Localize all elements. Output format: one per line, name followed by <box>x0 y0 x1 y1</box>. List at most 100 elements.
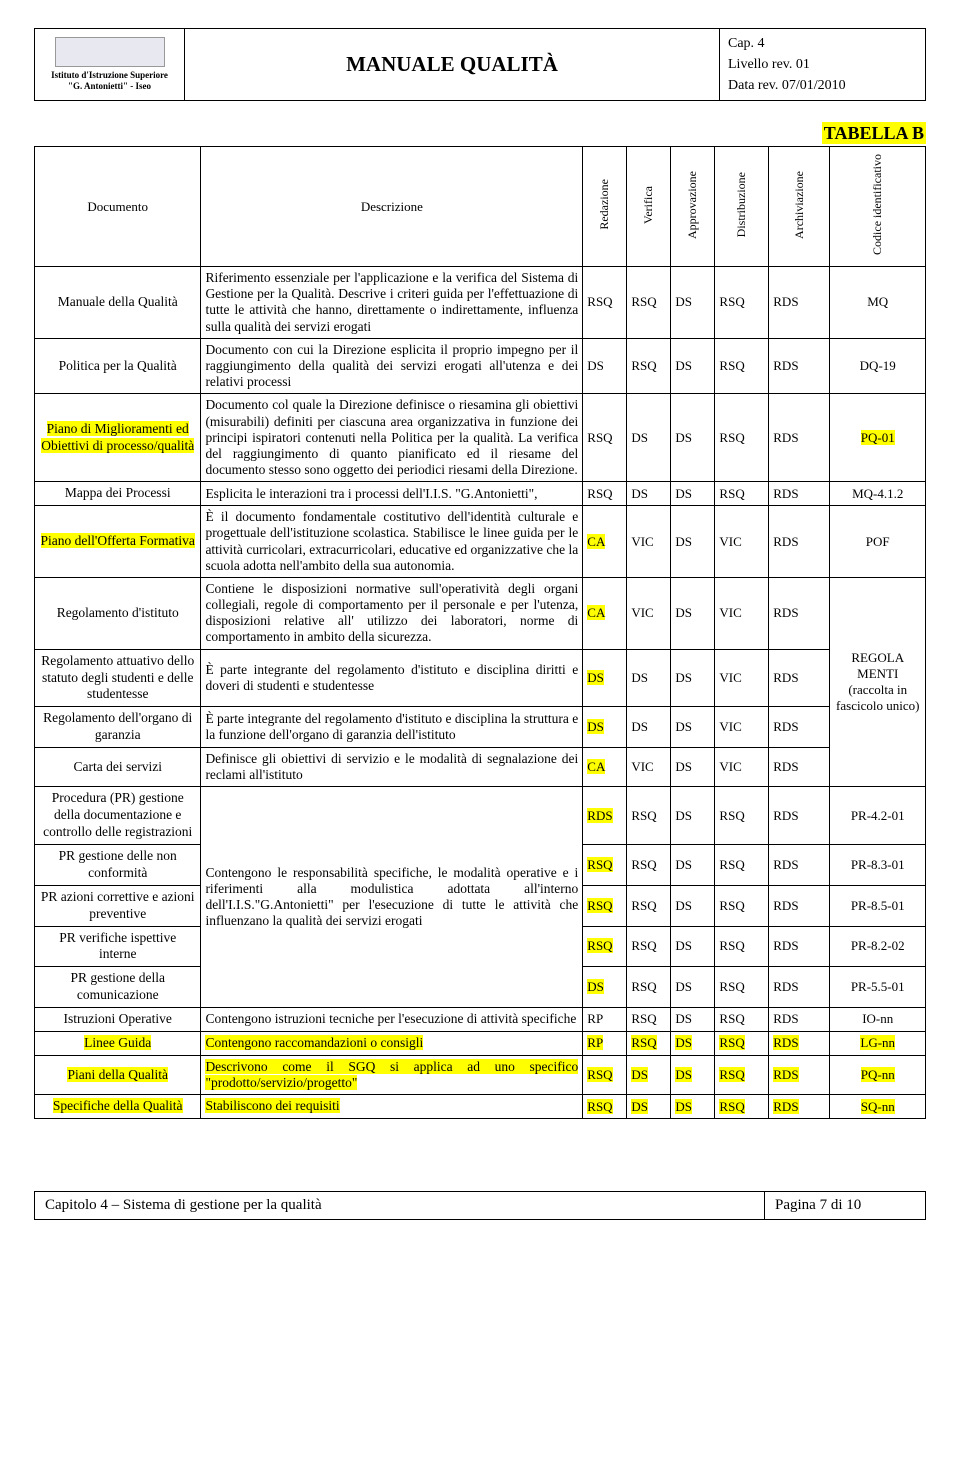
tabella-b-text: TABELLA B <box>822 122 926 144</box>
table-cell: DS <box>627 394 671 482</box>
desc-cell: Definisce gli obiettivi di servizio e le… <box>201 748 583 787</box>
table-cell: DS <box>583 649 627 707</box>
table-row: Procedura (PR) gestione della documentaz… <box>35 787 926 845</box>
doc-cell: Linee Guida <box>35 1031 201 1055</box>
table-cell: RSQ <box>627 338 671 394</box>
table-cell: PR-8.3-01 <box>830 845 926 886</box>
table-header-row: Documento Descrizione Redazione Verifica… <box>35 147 926 267</box>
table-cell: RDS <box>769 482 830 506</box>
table-cell: DS <box>671 845 715 886</box>
col-redazione-text: Redazione <box>597 179 612 230</box>
table-cell: RSQ <box>715 1055 769 1094</box>
table-cell: IO-nn <box>830 1008 926 1032</box>
table-cell: DS <box>671 338 715 394</box>
table-body: Manuale della QualitàRiferimento essenzi… <box>35 267 926 1119</box>
table-cell: RSQ <box>627 845 671 886</box>
doc-cell: Piano dell'Offerta Formativa <box>35 506 201 578</box>
table-cell: MQ-4.1.2 <box>830 482 926 506</box>
table-cell: DS <box>671 707 715 748</box>
doc-cell: Piano di Miglioramenti ed Obiettivi di p… <box>35 394 201 482</box>
doc-cell: Regolamento dell'organo di garanzia <box>35 707 201 748</box>
footer-left: Capitolo 4 – Sistema di gestione per la … <box>35 1192 765 1219</box>
table-row: Istruzioni OperativeContengono istruzion… <box>35 1008 926 1032</box>
page-footer: Capitolo 4 – Sistema di gestione per la … <box>34 1191 926 1220</box>
desc-cell: Documento col quale la Direzione definis… <box>201 394 583 482</box>
table-cell: RSQ <box>715 267 769 339</box>
doc-cell: Politica per la Qualità <box>35 338 201 394</box>
table-cell: LG-nn <box>830 1031 926 1055</box>
table-cell: PQ-01 <box>830 394 926 482</box>
doc-cell: PR gestione della comunicazione <box>35 967 201 1008</box>
table-row: Linee GuidaContengono raccomandazioni o … <box>35 1031 926 1055</box>
col-codice: Codice identificativo <box>830 147 926 267</box>
table-cell: DQ-19 <box>830 338 926 394</box>
desc-cell: Riferimento essenziale per l'applicazion… <box>201 267 583 339</box>
table-cell: VIC <box>715 649 769 707</box>
table-cell: RDS <box>769 787 830 845</box>
table-cell: RDS <box>769 577 830 649</box>
table-cell: RP <box>583 1008 627 1032</box>
table-cell: PR-4.2-01 <box>830 787 926 845</box>
table-cell: PR-5.5-01 <box>830 967 926 1008</box>
desc-cell: È il documento fondamentale costitutivo … <box>201 506 583 578</box>
table-cell: VIC <box>715 577 769 649</box>
table-cell: RSQ <box>715 845 769 886</box>
desc-cell: Esplicita le interazioni tra i processi … <box>201 482 583 506</box>
table-cell: CA <box>583 506 627 578</box>
table-cell: DS <box>627 1055 671 1094</box>
desc-cell: Stabiliscono dei requisiti <box>201 1095 583 1119</box>
logo-image <box>55 37 165 67</box>
col-archiviazione: Archiviazione <box>769 147 830 267</box>
table-cell: DS <box>583 707 627 748</box>
table-cell: RDS <box>769 1095 830 1119</box>
table-cell: DS <box>671 1031 715 1055</box>
doc-cell: Procedura (PR) gestione della documentaz… <box>35 787 201 845</box>
doc-cell: PR gestione delle non conformità <box>35 845 201 886</box>
table-cell: RSQ <box>715 967 769 1008</box>
table-cell: DS <box>583 967 627 1008</box>
table-cell: VIC <box>627 506 671 578</box>
table-cell: RSQ <box>583 1095 627 1119</box>
col-redazione: Redazione <box>583 147 627 267</box>
table-cell: RSQ <box>627 1008 671 1032</box>
table-row: Specifiche della QualitàStabiliscono dei… <box>35 1095 926 1119</box>
table-cell: RSQ <box>715 394 769 482</box>
col-codice-text: Codice identificativo <box>870 154 885 255</box>
table-cell: DS <box>671 506 715 578</box>
table-cell: MQ <box>830 267 926 339</box>
desc-cell: Contengono le responsabilità specifiche,… <box>201 787 583 1008</box>
meta-data: Data rev. 07/01/2010 <box>728 75 917 96</box>
doc-cell: PR verifiche ispettive interne <box>35 926 201 967</box>
table-row: Politica per la QualitàDocumento con cui… <box>35 338 926 394</box>
table-row: Regolamento dell'organo di garanziaÈ par… <box>35 707 926 748</box>
table-cell: RSQ <box>583 1055 627 1094</box>
main-table: Documento Descrizione Redazione Verifica… <box>34 146 926 1119</box>
table-cell: POF <box>830 506 926 578</box>
table-cell: RP <box>583 1031 627 1055</box>
table-cell: DS <box>671 1055 715 1094</box>
tabella-b-label: TABELLA B <box>34 123 926 144</box>
table-cell: DS <box>671 1095 715 1119</box>
table-cell: RDS <box>769 267 830 339</box>
desc-cell: È parte integrante del regolamento d'ist… <box>201 707 583 748</box>
doc-cell: Carta dei servizi <box>35 748 201 787</box>
header-title: MANUALE QUALITÀ <box>185 29 720 100</box>
table-cell: DS <box>671 748 715 787</box>
table-row: Regolamento d'istitutoContiene le dispos… <box>35 577 926 649</box>
col-documento: Documento <box>35 147 201 267</box>
table-cell: RDS <box>583 787 627 845</box>
footer-right: Pagina 7 di 10 <box>765 1192 925 1219</box>
table-row: Piani della QualitàDescrivono come il SG… <box>35 1055 926 1094</box>
table-cell: DS <box>627 649 671 707</box>
table-cell: SQ-nn <box>830 1095 926 1119</box>
meta-cap: Cap. 4 <box>728 33 917 54</box>
table-cell: DS <box>671 649 715 707</box>
desc-cell: Documento con cui la Direzione esplicita… <box>201 338 583 394</box>
table-cell: VIC <box>627 577 671 649</box>
table-cell: DS <box>671 926 715 967</box>
table-cell: RSQ <box>583 394 627 482</box>
desc-cell: Contiene le disposizioni normative sull'… <box>201 577 583 649</box>
doc-cell: Manuale della Qualità <box>35 267 201 339</box>
table-cell: RSQ <box>715 482 769 506</box>
table-cell: RSQ <box>715 338 769 394</box>
